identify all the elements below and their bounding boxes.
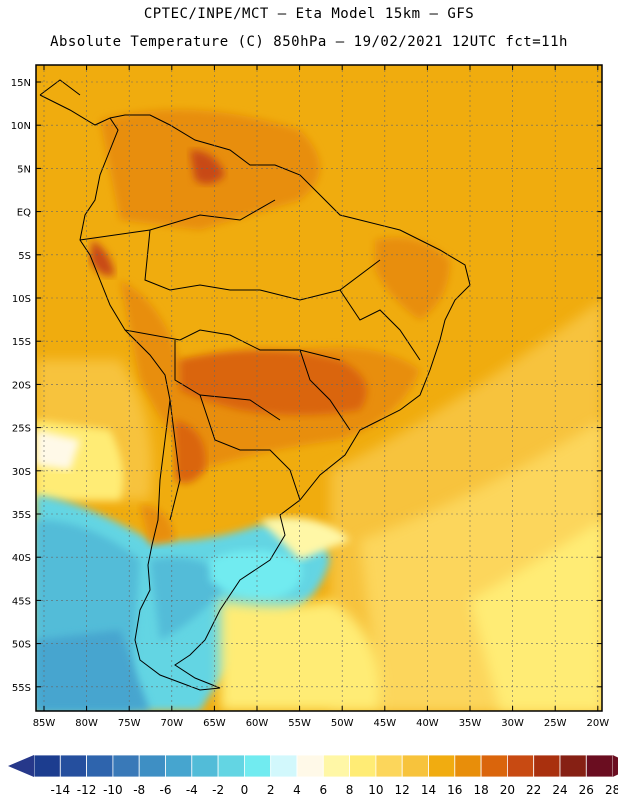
- title-line-1: CPTEC/INPE/MCT – Eta Model 15km – GFS: [143, 6, 475, 22]
- title-line-2: Absolute Temperature (C) 850hPa – 19/02/…: [50, 34, 568, 50]
- colorbar-label: -14: [50, 783, 70, 797]
- colorbar-label: 16: [447, 783, 462, 797]
- colorbar-label: -4: [186, 783, 198, 797]
- longitude-labels: 85W 80W 75W 70W 65W 60W 55W 50W 45W 40W 35W 30W 25W 2…: [33, 718, 610, 729]
- colorbar-label: -12: [77, 783, 97, 797]
- colorbar-swatch: [86, 754, 114, 778]
- colorbar-low-arrow: [8, 755, 34, 777]
- colorbar-swatch: [33, 754, 61, 778]
- colorbar-labels: -14 -12 -10 -8 -6 -4 -2 0 2 4 6 8 10 12 14 16 18 20 22 24 26…: [50, 783, 618, 797]
- colorbar-label: 6: [319, 783, 327, 797]
- lat-label: 10N: [11, 121, 31, 132]
- lat-label: EQ: [17, 208, 31, 219]
- colorbar-swatch: [480, 754, 508, 778]
- lon-label: 25W: [544, 718, 567, 729]
- colorbar-label: -10: [103, 783, 123, 797]
- colorbar-high-arrow: [612, 755, 618, 777]
- colorbar-swatch: [454, 754, 482, 778]
- colorbar-label: -6: [160, 783, 172, 797]
- colorbar: [8, 754, 618, 778]
- colorbar-swatch: [322, 754, 350, 778]
- lon-label: 30W: [501, 718, 524, 729]
- lat-label: 55S: [12, 683, 31, 694]
- colorbar-label: 20: [500, 783, 515, 797]
- lat-label: 10S: [12, 294, 31, 305]
- colorbar-label: 26: [579, 783, 594, 797]
- lat-label: 15N: [11, 78, 31, 89]
- lat-label: 50S: [12, 640, 31, 651]
- colorbar-label: 2: [267, 783, 275, 797]
- colorbar-swatch: [559, 754, 587, 778]
- colorbar-label: 28: [605, 783, 618, 797]
- lat-label: 15S: [12, 337, 31, 348]
- temperature-field: [36, 65, 602, 711]
- latitude-labels: 15N 10N 5N EQ 5S 10S 15S 20S 25S 30S 35S 40S 45S 50S 5…: [11, 78, 31, 694]
- colorbar-swatch: [349, 754, 377, 778]
- colorbar-label: 8: [346, 783, 354, 797]
- lon-label: 60W: [246, 718, 269, 729]
- lon-label: 85W: [33, 718, 56, 729]
- coastline-outline: [39, 79, 471, 691]
- colorbar-swatch: [243, 754, 272, 778]
- colorbar-label: 10: [368, 783, 383, 797]
- lon-label: 50W: [331, 718, 354, 729]
- colorbar-swatch: [401, 754, 429, 778]
- colorbar-swatch: [533, 754, 561, 778]
- colorbar-label: 0: [241, 783, 249, 797]
- colorbar-swatch: [191, 754, 219, 778]
- lat-label: 5N: [17, 164, 31, 175]
- lat-label: 40S: [12, 553, 31, 564]
- colorbar-swatch: [375, 754, 403, 778]
- colorbar-swatch: [506, 754, 535, 778]
- lon-label: 40W: [416, 718, 439, 729]
- graticule: [36, 65, 602, 711]
- colorbar-swatch: [428, 754, 456, 778]
- lat-label: 25S: [12, 424, 31, 435]
- colorbar-label: 18: [473, 783, 488, 797]
- lat-label: 30S: [12, 467, 31, 478]
- colorbar-swatch: [585, 754, 613, 778]
- lon-label: 75W: [118, 718, 141, 729]
- colorbar-swatch: [138, 754, 166, 778]
- colorbar-swatch: [270, 754, 298, 778]
- colorbar-swatch: [217, 754, 245, 778]
- lon-label: 20W: [586, 718, 609, 729]
- colorbar-label: 12: [395, 783, 410, 797]
- lon-label: 55W: [288, 718, 311, 729]
- lat-label: 5S: [18, 251, 31, 262]
- colorbar-label: -8: [133, 783, 145, 797]
- colorbar-label: 24: [552, 783, 567, 797]
- map-frame: [35, 64, 603, 712]
- lon-label: 65W: [203, 718, 226, 729]
- lat-label: 45S: [12, 596, 31, 607]
- lon-label: 45W: [373, 718, 396, 729]
- colorbar-label: -2: [212, 783, 224, 797]
- colorbar-label: 4: [293, 783, 301, 797]
- colorbar-label: 14: [421, 783, 436, 797]
- lat-label: 35S: [12, 510, 31, 521]
- colorbar-swatch: [165, 754, 193, 778]
- colorbar-swatch: [296, 754, 324, 778]
- colorbar-label: 22: [526, 783, 541, 797]
- lon-label: 35W: [459, 718, 482, 729]
- lon-label: 80W: [75, 718, 98, 729]
- colorbar-swatch: [59, 754, 87, 778]
- colorbar-swatch: [112, 754, 140, 778]
- lat-label: 20S: [12, 380, 31, 391]
- lon-label: 70W: [160, 718, 183, 729]
